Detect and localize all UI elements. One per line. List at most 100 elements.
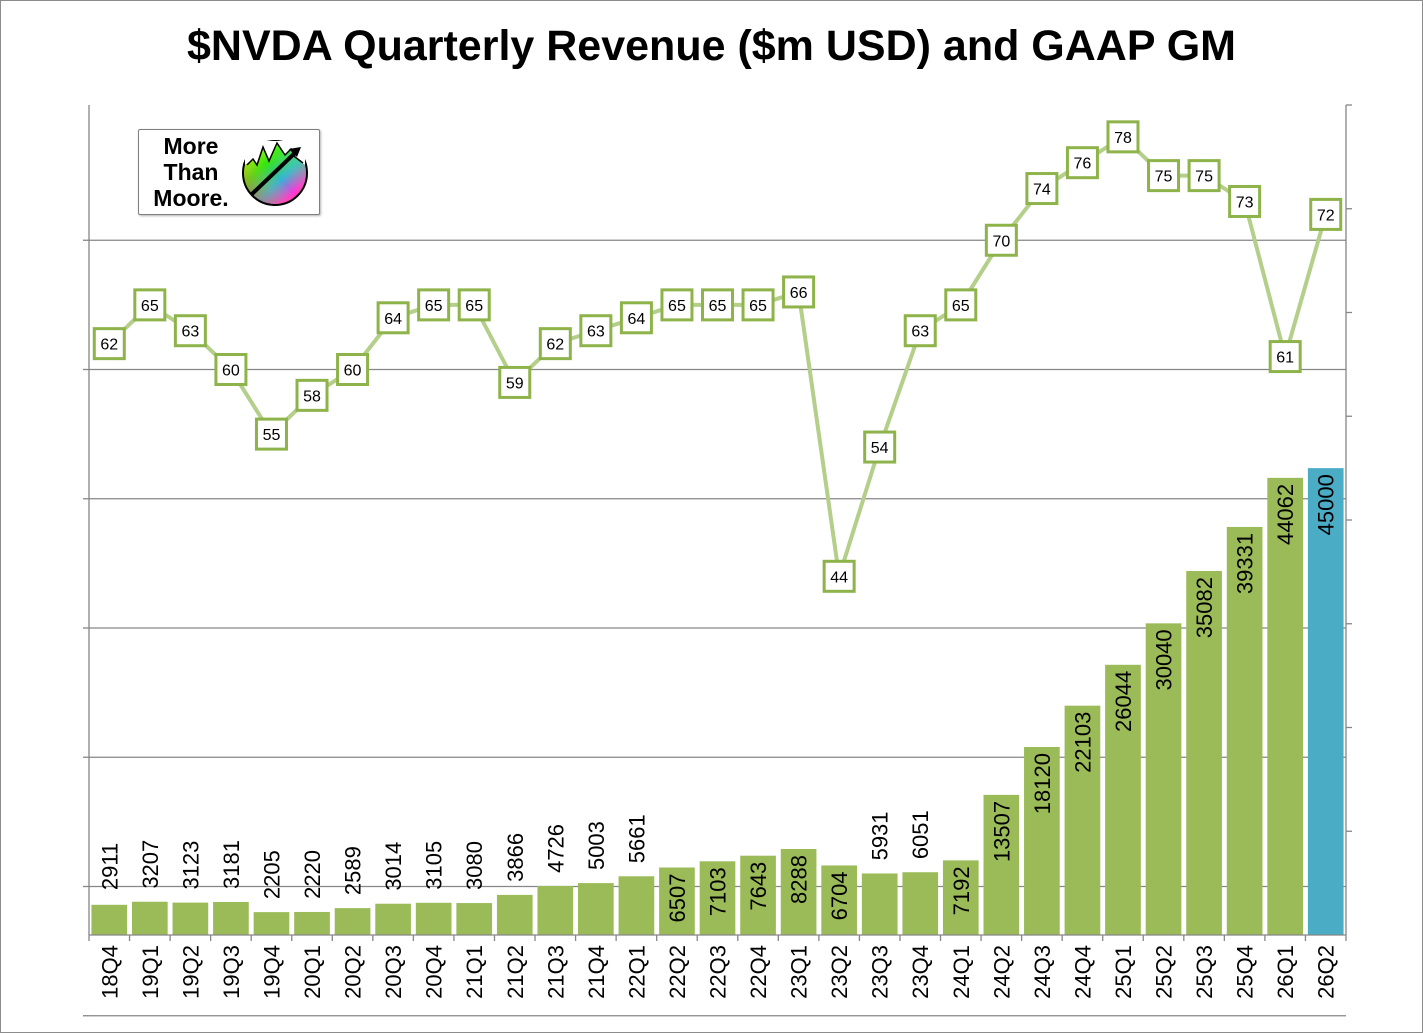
gm-marker [254, 417, 288, 451]
gross-margin-line: 62 65 63 60 55 58 60 64 65 65 59 62 63 64 65 65 65 66 44 54… [92, 120, 1343, 593]
revenue-bar [861, 873, 898, 935]
gm-marker [903, 314, 937, 348]
x-category-label: 24Q3 [1030, 945, 1055, 999]
bar-value-label: 5003 [584, 821, 609, 870]
revenue-bar [253, 912, 290, 935]
bar-value-label: 39331 [1233, 533, 1258, 594]
bar-value-label: 4726 [543, 824, 568, 873]
revenue-bar [213, 901, 249, 935]
revenue-bar [334, 908, 371, 935]
bar-value-label: 44062 [1273, 484, 1298, 545]
revenue-bar [821, 865, 857, 935]
revenue-bar [618, 876, 655, 935]
gm-value-label: 65 [425, 298, 443, 315]
bar-value-label: 7103 [706, 867, 731, 916]
bar-value-label: 3207 [138, 840, 163, 889]
gm-marker [1268, 340, 1302, 374]
x-category-label: 21Q2 [503, 945, 528, 999]
bar-value-label: 3866 [503, 833, 528, 882]
bar-value-label: 8288 [787, 855, 812, 904]
revenue-bar [1105, 664, 1141, 935]
bar-value-label: 5931 [868, 811, 893, 860]
x-category-label: 24Q4 [1070, 945, 1095, 999]
bar-value-label: 7192 [949, 866, 974, 915]
chart-title: $NVDA Quarterly Revenue ($m USD) and GAA… [187, 22, 1236, 70]
gm-value-label: 63 [181, 324, 199, 341]
gm-value-label: 60 [344, 363, 362, 380]
gm-value-label: 54 [871, 440, 889, 457]
gm-marker [376, 301, 410, 335]
gm-value-label: 74 [1033, 182, 1051, 199]
revenue-bar [91, 904, 128, 935]
x-category-label: 26Q2 [1314, 945, 1339, 999]
x-category-label: 25Q2 [1152, 945, 1177, 999]
gm-marker [822, 559, 856, 593]
logo-line-3: Moore. [153, 185, 229, 211]
x-category-label: 21Q3 [543, 945, 568, 999]
gm-value-label: 44 [830, 569, 848, 586]
x-category-label: 21Q1 [462, 945, 487, 999]
bar-value-label: 3014 [381, 842, 406, 891]
gm-marker [1187, 159, 1221, 193]
logo-line-2: Than [163, 159, 219, 185]
gm-value-label: 70 [992, 233, 1010, 250]
bar-value-label: 3123 [178, 841, 203, 890]
x-category-label: 24Q2 [989, 945, 1014, 999]
gm-marker [660, 288, 694, 322]
revenue-bar [456, 903, 493, 935]
gm-marker [782, 275, 816, 309]
gm-value-label: 55 [263, 427, 281, 444]
bar-value-label: 45000 [1314, 474, 1339, 535]
x-category-label: 25Q4 [1233, 945, 1258, 999]
gm-marker [417, 288, 451, 322]
revenue-bar [1307, 468, 1344, 935]
gm-marker [701, 288, 734, 322]
x-category-label: 20Q4 [422, 945, 447, 999]
logo-line-1: More [163, 133, 219, 159]
bar-value-label: 2220 [300, 850, 325, 899]
bar-value-label: 6051 [908, 810, 933, 859]
gm-value-label: 64 [628, 311, 646, 328]
gm-marker [944, 288, 978, 322]
gm-value-label: 65 [465, 298, 483, 315]
gm-marker [984, 223, 1018, 257]
gm-marker [92, 327, 126, 361]
gm-value-label: 76 [1074, 156, 1092, 173]
gm-value-label: 62 [546, 337, 564, 354]
gm-marker [336, 353, 370, 386]
x-category-label: 20Q1 [300, 945, 325, 999]
gm-marker [579, 314, 613, 348]
revenue-bar [1024, 747, 1060, 935]
bar-value-label: 6704 [827, 871, 852, 920]
x-category-label: 19Q2 [178, 945, 203, 999]
gm-marker [1309, 197, 1343, 231]
gm-value-label: 75 [1155, 169, 1173, 186]
more-than-moore-logo: More Than Moore. [138, 129, 320, 215]
bar-value-label: 22103 [1070, 712, 1095, 773]
revenue-bar [131, 901, 168, 935]
x-category-label: 21Q4 [584, 945, 609, 999]
gm-marker [1228, 184, 1262, 218]
revenue-bar [1186, 571, 1222, 935]
gm-value-label: 65 [141, 298, 159, 315]
bar-value-label: 7643 [746, 862, 771, 911]
gm-marker [1147, 159, 1181, 193]
gm-value-label: 78 [1114, 130, 1132, 147]
gm-value-label: 62 [100, 337, 118, 354]
gm-marker [498, 365, 532, 399]
bar-value-label: 2589 [341, 846, 366, 895]
x-category-label: 22Q2 [665, 945, 690, 999]
gm-value-label: 65 [952, 298, 970, 315]
gm-value-label: 65 [749, 298, 767, 315]
revenue-bar [1064, 705, 1101, 935]
revenue-bar [415, 902, 452, 935]
gm-value-label: 64 [384, 311, 402, 328]
axes: 18Q4 19Q1 19Q2 19Q3 19Q4 20Q1 20Q2 20Q3 20Q4 21Q1… [83, 104, 1352, 1017]
revenue-bar [1267, 477, 1304, 935]
x-category-label: 19Q3 [219, 945, 244, 999]
bar-value-label: 6507 [665, 873, 690, 922]
revenue-bar [496, 894, 533, 935]
x-category-label: 19Q1 [138, 945, 163, 999]
x-category-label: 25Q3 [1192, 945, 1217, 999]
